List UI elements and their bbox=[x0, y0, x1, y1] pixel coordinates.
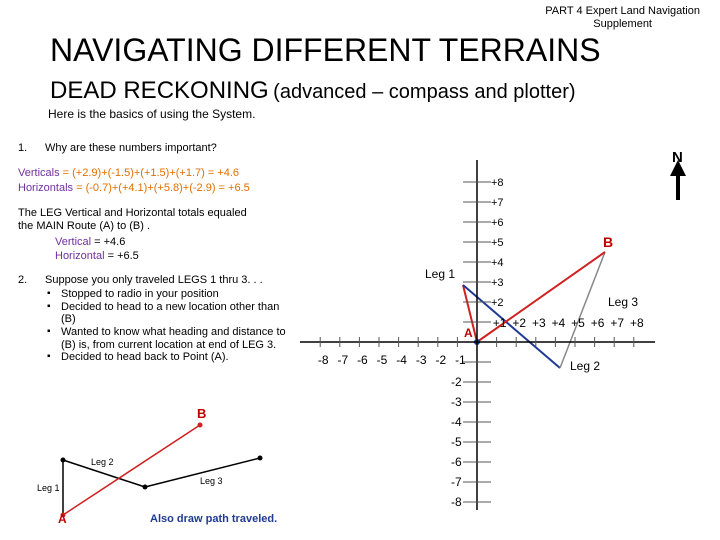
y-axis-label: -2 bbox=[451, 375, 462, 389]
subtitle-paren: (advanced – compass and plotter) bbox=[273, 81, 576, 103]
y-axis-label: +3 bbox=[491, 277, 504, 289]
leg-label: Leg 3 bbox=[608, 295, 638, 309]
x-axis-label: -2 bbox=[435, 353, 446, 367]
y-axis-label: -6 bbox=[451, 455, 462, 469]
equation-label: Verticals bbox=[18, 167, 60, 179]
total-value: = +4.6 bbox=[94, 236, 126, 248]
x-axis-label: +4 bbox=[552, 316, 566, 330]
sketch-route bbox=[62, 424, 201, 516]
leg-label: Leg 1 bbox=[425, 267, 455, 281]
intro: Here is the basics of using the System. bbox=[48, 107, 256, 121]
bullet: Decided to head to a new location other … bbox=[45, 301, 290, 326]
sketch-leg-label: Leg 2 bbox=[91, 457, 114, 467]
item-number: 1. bbox=[18, 142, 28, 154]
header-line: Supplement bbox=[593, 17, 652, 30]
equation: Verticals = (+2.9)+(-1.5)+(+1.5)+(+1.7) … bbox=[18, 167, 239, 180]
paragraph: The LEG Vertical and Horizontal totals e… bbox=[18, 207, 247, 232]
total: Vertical = +4.6 bbox=[55, 236, 125, 249]
item-text: Why are these numbers important? bbox=[45, 142, 217, 154]
equation-label: Horizontals bbox=[18, 182, 74, 194]
x-axis-label: -1 bbox=[455, 353, 466, 367]
equation: Horizontals = (-0.7)+(+4.1)+(+5.8)+(-2.9… bbox=[18, 182, 250, 195]
paragraph-line: The LEG Vertical and Horizontal totals e… bbox=[18, 207, 247, 219]
leg-label: Leg 2 bbox=[570, 359, 600, 373]
y-axis-label: +8 bbox=[491, 177, 504, 189]
x-axis-label: -7 bbox=[337, 353, 348, 367]
paragraph-line: the MAIN Route (A) to (B) . bbox=[18, 219, 151, 232]
leg-3-line bbox=[559, 251, 606, 369]
y-axis-label: -4 bbox=[451, 415, 462, 429]
y-axis-label: +2 bbox=[491, 297, 504, 309]
y-axis-label: +7 bbox=[491, 197, 504, 209]
sketch-leg-label: Leg 1 bbox=[37, 483, 60, 493]
x-axis-label: +5 bbox=[571, 316, 585, 330]
y-axis-label: +5 bbox=[491, 237, 504, 249]
bullet: Wanted to know what heading and distance… bbox=[45, 326, 290, 351]
x-axis-label: -8 bbox=[318, 353, 329, 367]
bullet: Stopped to radio in your position bbox=[45, 288, 290, 301]
north-label: N bbox=[672, 149, 683, 166]
x-axis-label: -6 bbox=[357, 353, 368, 367]
sketch-point bbox=[197, 422, 203, 428]
total: Horizontal = +6.5 bbox=[55, 250, 139, 263]
title: NAVIGATING DIFFERENT TERRAINS bbox=[50, 32, 601, 68]
y-axis-label: -8 bbox=[451, 495, 462, 509]
sketch-point bbox=[142, 484, 148, 490]
main-route-line bbox=[476, 251, 606, 343]
sketch-point-label: B bbox=[197, 406, 206, 421]
bullet-list: Stopped to radio in your positionDecided… bbox=[45, 288, 290, 364]
equation-expression: = (-0.7)+(+4.1)+(+5.8)+(-2.9) = +6.5 bbox=[76, 182, 250, 194]
equation-expression: = (+2.9)+(-1.5)+(+1.5)+(+1.7) = +4.6 bbox=[62, 167, 240, 179]
subtitle: DEAD RECKONING (advanced – compass and p… bbox=[50, 77, 576, 105]
sketch-point-label: A bbox=[58, 512, 67, 526]
x-axis-label: +2 bbox=[512, 316, 526, 330]
x-axis-label: -3 bbox=[416, 353, 427, 367]
item-number: 2. bbox=[18, 274, 28, 286]
total-label: Vertical bbox=[55, 236, 92, 248]
north-arrow-head bbox=[670, 160, 686, 176]
header: PART 4 Expert Land Navigation Supplement bbox=[545, 5, 700, 30]
y-axis-label: -3 bbox=[451, 395, 462, 409]
leg-2-line bbox=[462, 284, 561, 369]
x-axis-label: +3 bbox=[532, 316, 546, 330]
sketch-point bbox=[257, 455, 263, 461]
sketch-leg-label: Leg 3 bbox=[200, 476, 223, 486]
y-axis-label: -7 bbox=[451, 475, 462, 489]
bullet: Decided to head back to Point (A). bbox=[45, 351, 290, 364]
x-axis-label: +6 bbox=[591, 316, 605, 330]
header-line: PART 4 Expert Land Navigation bbox=[545, 5, 700, 17]
x-axis-label: +7 bbox=[610, 316, 624, 330]
sketch-leg-3 bbox=[144, 457, 261, 488]
sketch-caption: Also draw path traveled. bbox=[150, 513, 278, 525]
item-text: Suppose you only traveled LEGS 1 thru 3.… bbox=[45, 274, 263, 286]
sketch-leg-2 bbox=[62, 459, 146, 488]
point-label: B bbox=[603, 234, 613, 250]
total-label: Horizontal bbox=[55, 250, 105, 262]
sketch-point bbox=[60, 512, 66, 518]
x-axis-label: +8 bbox=[630, 316, 644, 330]
x-axis-label: -5 bbox=[377, 353, 388, 367]
x-axis-label: -4 bbox=[396, 353, 407, 367]
total-value: = +6.5 bbox=[107, 250, 139, 262]
leg-1-line bbox=[462, 284, 478, 343]
x-axis-label: +1 bbox=[493, 316, 507, 330]
y-axis-label: -5 bbox=[451, 435, 462, 449]
y-axis-label: +4 bbox=[491, 257, 504, 269]
y-axis-label: +6 bbox=[491, 217, 504, 229]
subtitle-main: DEAD RECKONING bbox=[50, 77, 269, 104]
sketch-point bbox=[60, 457, 66, 463]
point-label: A bbox=[464, 326, 473, 340]
